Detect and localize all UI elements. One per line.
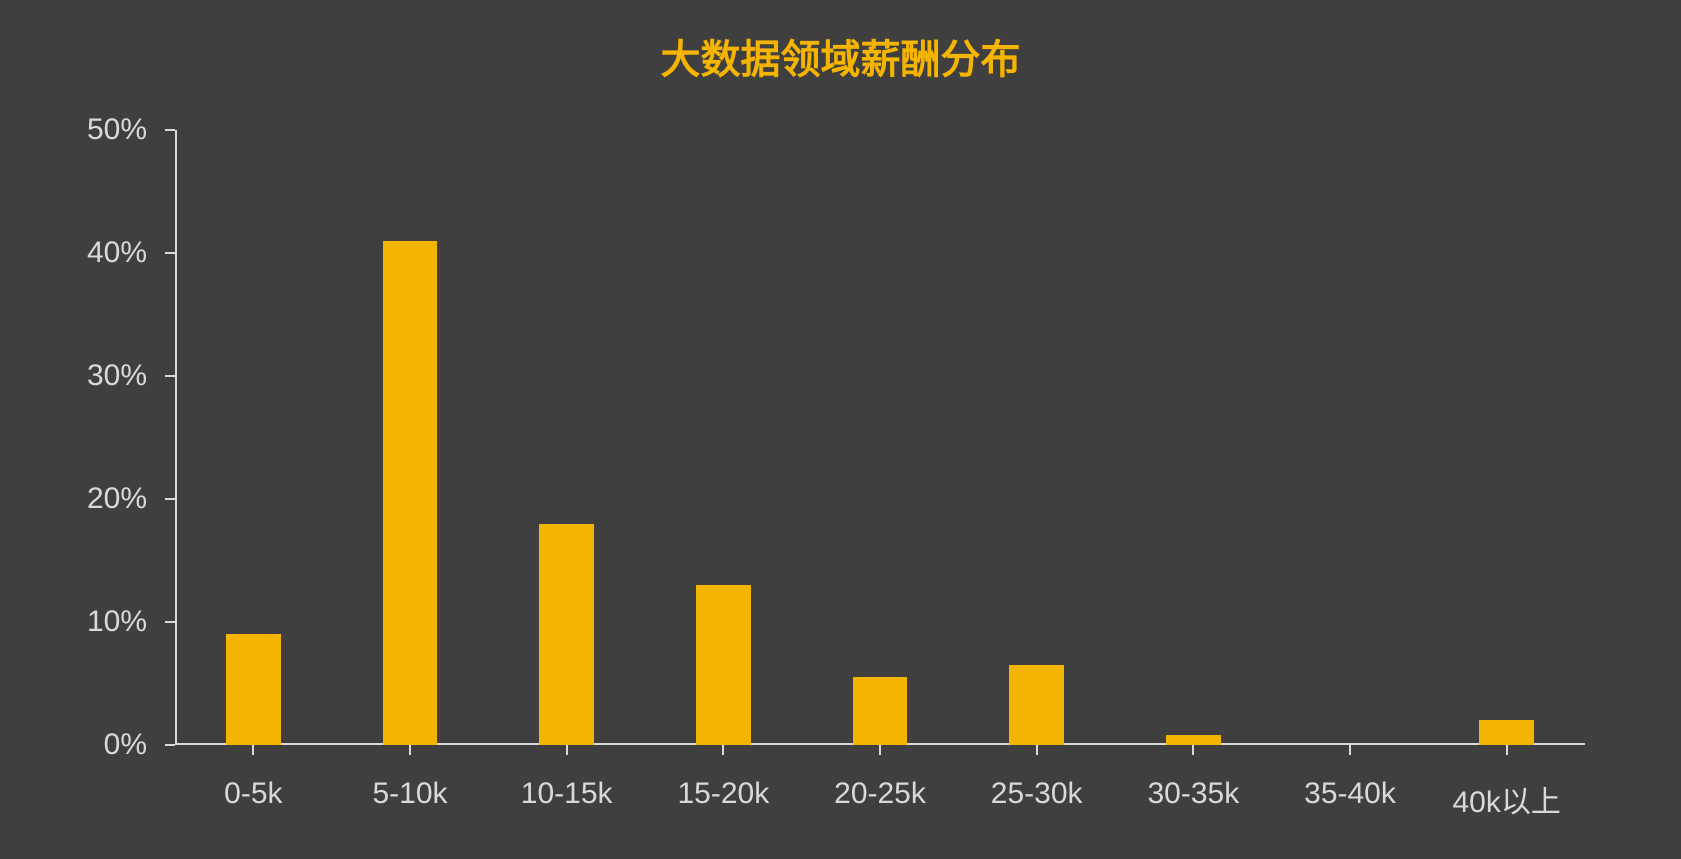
salary-distribution-chart: 大数据领域薪酬分布 0%10%20%30%40%50%0-5k5-10k10-1… — [0, 0, 1681, 859]
y-tick-mark — [165, 498, 175, 500]
x-tick-label: 20-25k — [834, 777, 926, 811]
x-tick-label: 35-40k — [1304, 777, 1396, 811]
x-tick-mark — [566, 745, 568, 755]
x-tick-mark — [1349, 745, 1351, 755]
bar — [1479, 720, 1534, 745]
bar — [696, 585, 751, 745]
y-tick-label: 40% — [87, 236, 147, 270]
bar — [383, 241, 438, 745]
bar — [1166, 735, 1221, 745]
x-tick-label: 40k以上 — [1452, 777, 1560, 821]
x-tick-mark — [409, 745, 411, 755]
x-tick-mark — [722, 745, 724, 755]
y-tick-mark — [165, 621, 175, 623]
x-tick-label: 5-10k — [372, 777, 447, 811]
y-tick-label: 30% — [87, 359, 147, 393]
y-tick-label: 20% — [87, 482, 147, 516]
bar — [1009, 665, 1064, 745]
x-tick-mark — [252, 745, 254, 755]
y-tick-mark — [165, 129, 175, 131]
x-tick-mark — [1036, 745, 1038, 755]
y-axis-line — [175, 130, 177, 745]
x-tick-label: 15-20k — [677, 777, 769, 811]
y-tick-label: 10% — [87, 605, 147, 639]
chart-title: 大数据领域薪酬分布 — [0, 27, 1681, 85]
bar — [853, 677, 908, 745]
x-tick-mark — [1192, 745, 1194, 755]
bar — [226, 634, 281, 745]
y-tick-mark — [165, 252, 175, 254]
y-tick-label: 0% — [104, 728, 147, 762]
plot-area: 0%10%20%30%40%50%0-5k5-10k10-15k15-20k20… — [175, 130, 1585, 745]
x-tick-label: 25-30k — [991, 777, 1083, 811]
y-tick-mark — [165, 375, 175, 377]
x-tick-mark — [879, 745, 881, 755]
bar — [539, 524, 594, 745]
y-tick-mark — [165, 744, 175, 746]
x-tick-mark — [1506, 745, 1508, 755]
y-tick-label: 50% — [87, 113, 147, 147]
x-tick-label: 10-15k — [521, 777, 613, 811]
x-tick-label: 0-5k — [224, 777, 282, 811]
x-tick-label: 30-35k — [1147, 777, 1239, 811]
